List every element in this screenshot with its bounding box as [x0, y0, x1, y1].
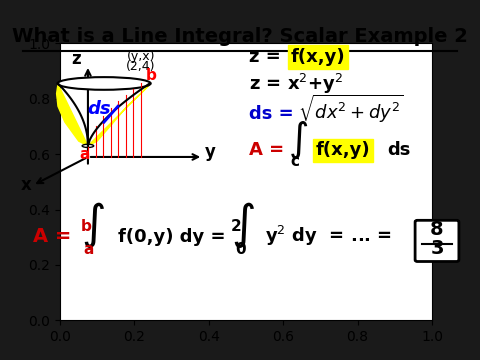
Text: ds: ds — [387, 141, 411, 159]
Text: (y,x): (y,x) — [127, 50, 155, 63]
Text: x: x — [20, 176, 31, 194]
Text: A =: A = — [33, 228, 78, 247]
Ellipse shape — [58, 77, 151, 90]
Text: z = x$^2$+y$^2$: z = x$^2$+y$^2$ — [249, 72, 343, 96]
Text: ds =: ds = — [249, 105, 300, 123]
Text: f(0,y) dy =: f(0,y) dy = — [118, 229, 232, 247]
Text: b: b — [81, 219, 92, 234]
Text: c: c — [291, 154, 300, 170]
Text: f(x,y): f(x,y) — [316, 141, 371, 159]
Text: a: a — [79, 147, 89, 162]
Ellipse shape — [82, 144, 94, 148]
Text: (2,4): (2,4) — [126, 60, 156, 73]
Text: y: y — [204, 143, 216, 161]
Text: 3: 3 — [430, 239, 444, 258]
Text: z =: z = — [249, 48, 287, 66]
Text: y$^2$ dy  = ... =: y$^2$ dy = ... = — [265, 224, 395, 248]
Text: What is a Line Integral? Scalar Example 2: What is a Line Integral? Scalar Example … — [12, 27, 468, 46]
Text: b: b — [146, 68, 157, 83]
Text: A =: A = — [249, 141, 290, 159]
Text: $\int$: $\int$ — [81, 200, 105, 250]
Text: 8: 8 — [430, 220, 444, 239]
Text: 0: 0 — [235, 242, 246, 257]
Text: $\sqrt{dx^2 + dy^2}$: $\sqrt{dx^2 + dy^2}$ — [298, 93, 403, 125]
Text: $\int$: $\int$ — [288, 119, 309, 161]
Text: 2: 2 — [231, 219, 241, 234]
Text: f(x,y): f(x,y) — [291, 48, 345, 66]
Text: $\int$: $\int$ — [231, 200, 255, 250]
Text: z: z — [72, 50, 81, 68]
Polygon shape — [57, 84, 150, 146]
FancyBboxPatch shape — [415, 220, 459, 261]
Text: a: a — [84, 242, 94, 257]
Text: ds: ds — [88, 100, 111, 118]
